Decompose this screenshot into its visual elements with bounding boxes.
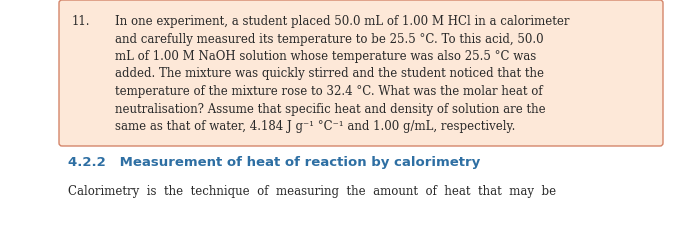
Text: 4.2.2   Measurement of heat of reaction by calorimetry: 4.2.2 Measurement of heat of reaction by… [68, 156, 480, 169]
Text: same as that of water, 4.184 J g⁻¹ °C⁻¹ and 1.00 g/mL, respectively.: same as that of water, 4.184 J g⁻¹ °C⁻¹ … [115, 120, 515, 133]
Text: 11.: 11. [72, 15, 90, 28]
Text: Calorimetry  is  the  technique  of  measuring  the  amount  of  heat  that  may: Calorimetry is the technique of measurin… [68, 185, 556, 198]
Text: In one experiment, a student placed 50.0 mL of 1.00 M HCl in a calorimeter: In one experiment, a student placed 50.0… [115, 15, 570, 28]
Text: neutralisation? Assume that specific heat and density of solution are the: neutralisation? Assume that specific hea… [115, 103, 545, 116]
Text: temperature of the mixture rose to 32.4 °C. What was the molar heat of: temperature of the mixture rose to 32.4 … [115, 85, 543, 98]
Text: and carefully measured its temperature to be 25.5 °C. To this acid, 50.0: and carefully measured its temperature t… [115, 33, 543, 46]
Text: added. The mixture was quickly stirred and the student noticed that the: added. The mixture was quickly stirred a… [115, 67, 544, 80]
Text: mL of 1.00 M NaOH solution whose temperature was also 25.5 °C was: mL of 1.00 M NaOH solution whose tempera… [115, 50, 537, 63]
FancyBboxPatch shape [59, 0, 663, 146]
